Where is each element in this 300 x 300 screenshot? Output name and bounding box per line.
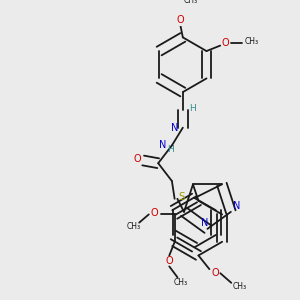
Text: O: O [166, 256, 173, 266]
Text: N: N [171, 123, 178, 133]
Text: H: H [189, 104, 196, 113]
Text: O: O [150, 208, 158, 218]
Text: H: H [167, 145, 174, 154]
Text: CH₃: CH₃ [232, 282, 247, 291]
Text: CH₃: CH₃ [173, 278, 187, 287]
Text: CH₃: CH₃ [184, 0, 198, 5]
Text: CH₃: CH₃ [127, 222, 141, 231]
Text: N: N [201, 218, 208, 228]
Text: N: N [232, 201, 240, 212]
Text: O: O [134, 154, 142, 164]
Text: O: O [176, 15, 184, 25]
Text: N: N [159, 140, 166, 150]
Text: CH₃: CH₃ [244, 37, 259, 46]
Text: O: O [211, 268, 219, 278]
Text: S: S [178, 192, 185, 203]
Text: O: O [222, 38, 230, 48]
